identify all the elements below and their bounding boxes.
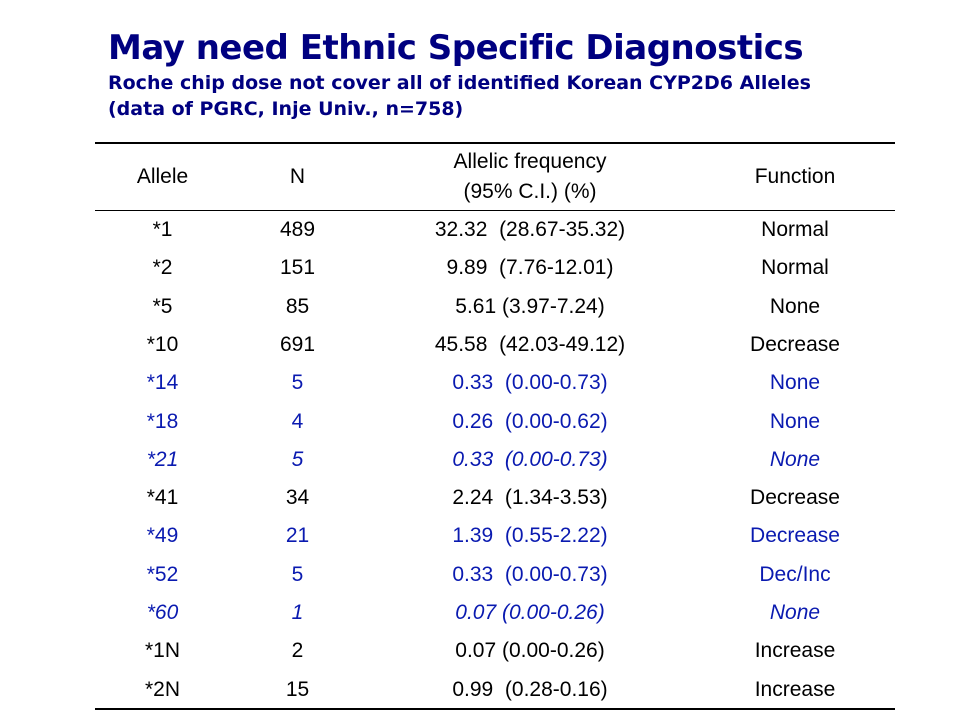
- table-row: *41 34 2.24 (1.34-3.53) Decrease: [95, 479, 895, 517]
- cell-n: 1: [291, 601, 304, 624]
- cell-n: 489: [279, 218, 316, 241]
- cell-allele: *1: [152, 218, 173, 241]
- cell-function: Normal: [761, 256, 829, 280]
- cell-frequency: 0.07 (0.00-0.26): [455, 639, 605, 663]
- cell-function: Normal: [761, 218, 829, 241]
- cell-frequency: 0.33 (0.00-0.73): [452, 562, 608, 586]
- header-frequency-line1: Allelic frequency: [453, 150, 607, 173]
- cell-frequency: 1.39 (0.55-2.22): [452, 524, 608, 548]
- cell-function: None: [769, 447, 821, 471]
- table-header-rule: [95, 210, 895, 211]
- cell-function: Decrease: [750, 486, 840, 510]
- header-n: N: [289, 165, 306, 188]
- cell-function: Decrease: [750, 524, 840, 548]
- cell-allele: *14: [146, 371, 179, 395]
- cell-n: 691: [279, 332, 316, 356]
- cell-function: Increase: [754, 639, 836, 663]
- cell-function: None: [769, 409, 821, 433]
- table-row: *49 21 1.39 (0.55-2.22) Decrease: [95, 517, 895, 555]
- cell-function: Decrease: [750, 332, 840, 356]
- cell-frequency: 32.32 (28.67-35.32): [434, 218, 626, 241]
- table-row: *52 5 0.33 (0.00-0.73) Dec/Inc: [95, 556, 895, 594]
- cell-allele: *52: [146, 562, 179, 586]
- header-allele: Allele: [136, 165, 189, 188]
- cell-n: 5: [291, 562, 304, 586]
- cell-frequency: 5.61 (3.97-7.24): [455, 294, 605, 318]
- header-function: Function: [754, 165, 836, 188]
- cell-frequency: 0.26 (0.00-0.62): [452, 409, 608, 433]
- table-row: *2N 15 0.99 (0.28-0.16) Increase: [95, 671, 895, 709]
- cell-n: 4: [291, 409, 304, 433]
- cell-allele: *60: [146, 601, 179, 624]
- cell-function: Increase: [754, 677, 836, 701]
- cell-n: 2: [291, 639, 304, 663]
- cell-function: None: [769, 294, 821, 318]
- table-row: *60 1 0.07 (0.00-0.26) None: [95, 594, 895, 632]
- cell-function: None: [769, 371, 821, 395]
- slide-subtitle-line2: (data of PGRC, Inje Univ., n=758): [108, 98, 464, 120]
- cell-n: 5: [291, 447, 304, 471]
- cell-allele: *21: [146, 447, 179, 471]
- table-top-rule: [95, 142, 895, 144]
- cell-frequency: 2.24 (1.34-3.53): [452, 486, 608, 510]
- table-row: *5 85 5.61 (3.97-7.24) None: [95, 288, 895, 326]
- cell-allele: *10: [146, 332, 179, 356]
- table-row: *21 5 0.33 (0.00-0.73) None: [95, 441, 895, 479]
- cell-frequency: 0.33 (0.00-0.73): [452, 371, 608, 395]
- cell-allele: *18: [146, 409, 179, 433]
- table-bottom-rule: [95, 708, 895, 710]
- table-row: *2 151 9.89 (7.76-12.01) Normal: [95, 249, 895, 287]
- table-row: *1N 2 0.07 (0.00-0.26) Increase: [95, 632, 895, 670]
- cell-frequency: 0.07 (0.00-0.26): [455, 601, 605, 624]
- cell-allele: *1N: [144, 639, 181, 663]
- cell-allele: *2: [152, 256, 173, 280]
- cell-frequency: 45.58 (42.03-49.12): [434, 332, 626, 356]
- table-row: *1 489 32.32 (28.67-35.32) Normal: [95, 211, 895, 249]
- cell-frequency: 0.99 (0.28-0.16): [452, 677, 608, 701]
- cell-function: None: [769, 601, 821, 624]
- cell-n: 34: [285, 486, 310, 510]
- cell-function: Dec/Inc: [759, 562, 831, 586]
- cell-n: 151: [279, 256, 316, 280]
- cell-n: 85: [285, 294, 310, 318]
- slide-title: May need Ethnic Specific Diagnostics: [108, 28, 804, 68]
- table-row: *18 4 0.26 (0.00-0.62) None: [95, 403, 895, 441]
- header-frequency-line2: (95% C.I.) (%): [463, 180, 597, 203]
- cell-allele: *5: [152, 294, 173, 318]
- cell-allele: *49: [146, 524, 179, 548]
- cell-n: 15: [285, 677, 310, 701]
- slide-subtitle-line1: Roche chip dose not cover all of identif…: [108, 72, 811, 94]
- cell-frequency: 0.33 (0.00-0.73): [452, 447, 608, 471]
- cell-allele: *2N: [144, 677, 181, 701]
- cell-n: 5: [291, 371, 304, 395]
- cell-n: 21: [285, 524, 310, 548]
- header-allelic-frequency: Allelic frequency (95% C.I.) (%): [365, 144, 695, 210]
- table-row: *10 691 45.58 (42.03-49.12) Decrease: [95, 326, 895, 364]
- table-row: *14 5 0.33 (0.00-0.73) None: [95, 364, 895, 402]
- cell-allele: *41: [146, 486, 179, 510]
- cell-frequency: 9.89 (7.76-12.01): [446, 256, 614, 280]
